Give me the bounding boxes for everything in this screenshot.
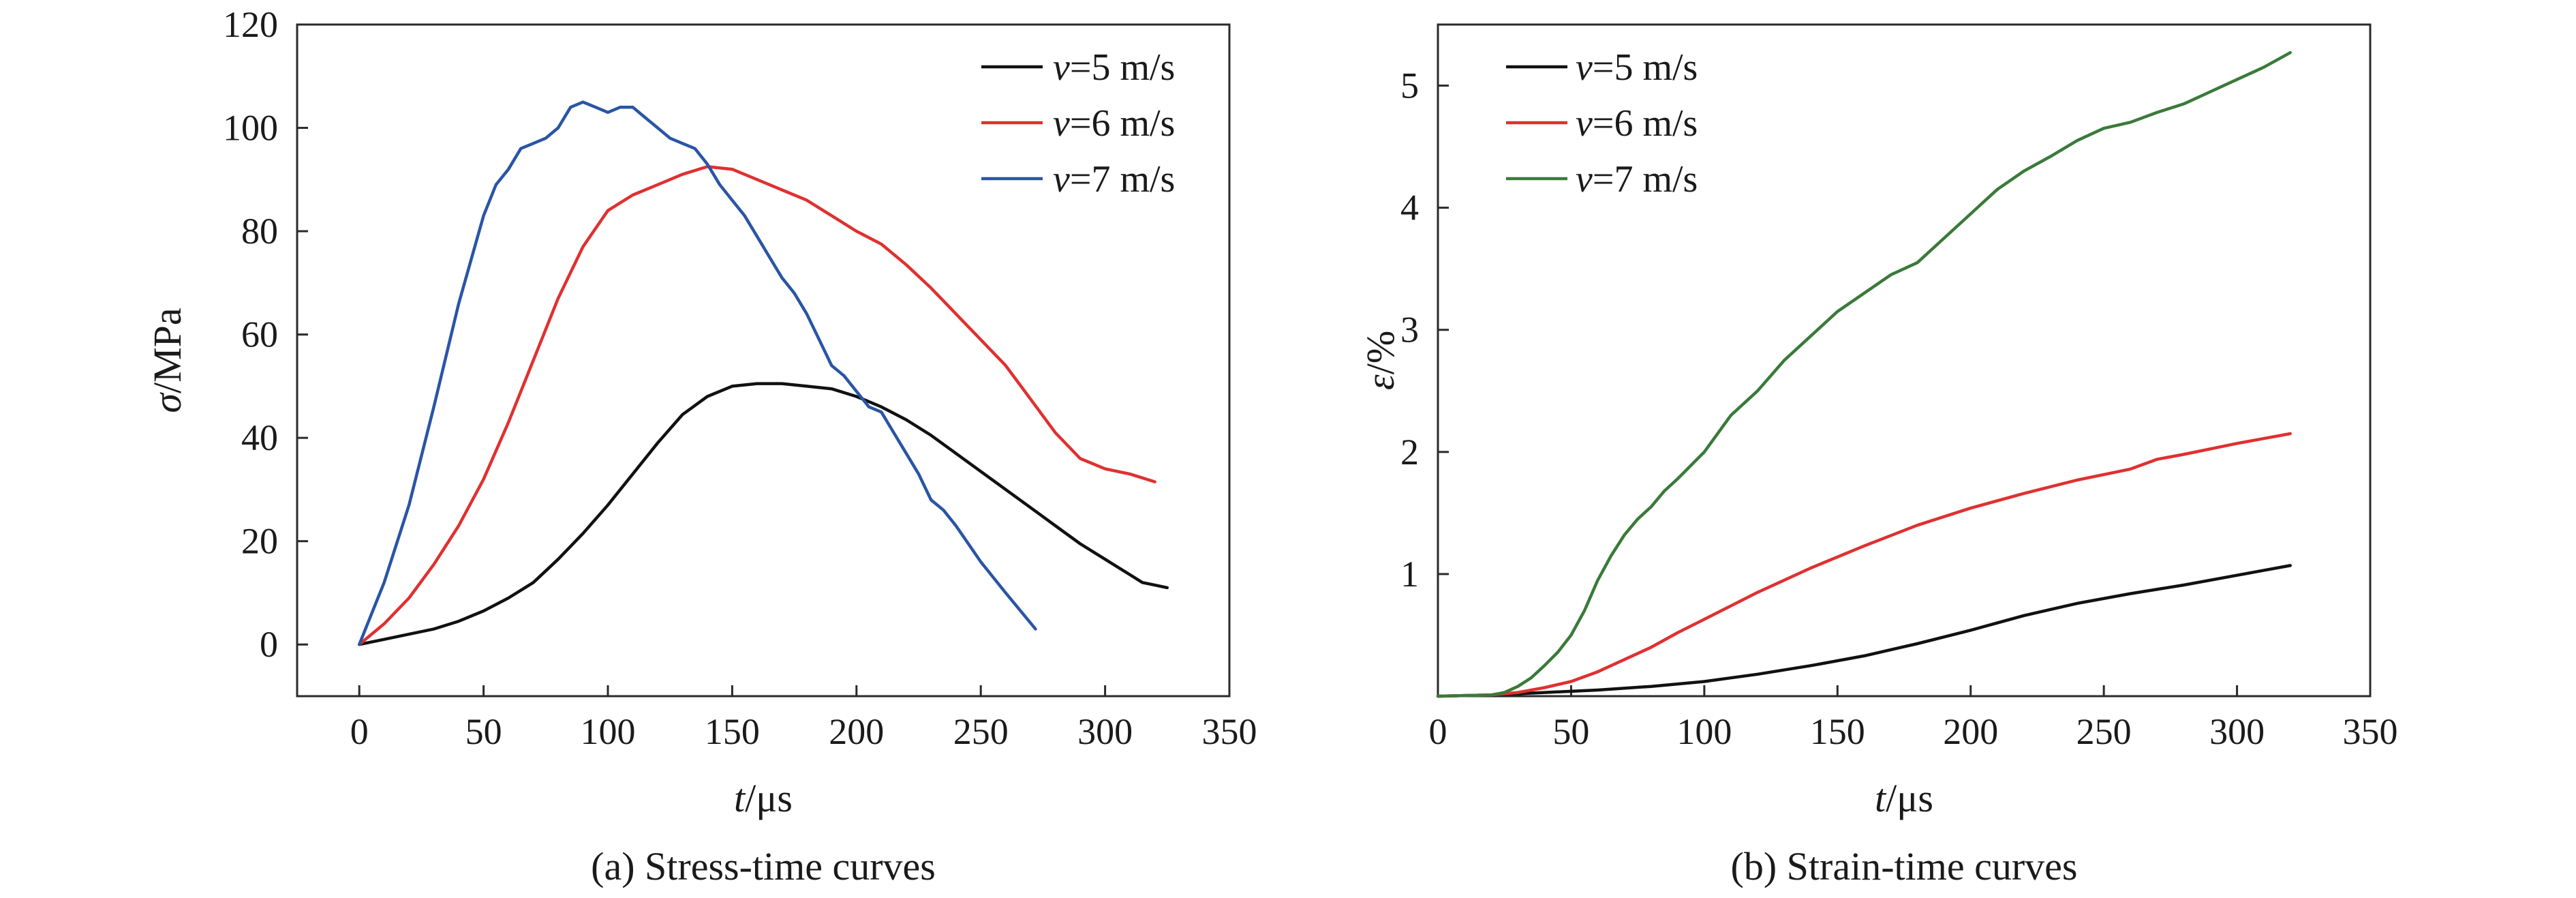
x-tick-label: 150: [1810, 711, 1865, 752]
plot-frame: [296, 23, 1231, 698]
y-tick-label: 2: [1400, 432, 1419, 473]
x-tick-label: 250: [953, 711, 1009, 752]
y-tick-label: 4: [1400, 188, 1419, 228]
legend-label: v=6 m/s: [1053, 102, 1175, 145]
chart-strain: 0 50 100 150 200 250 300 350 1 2 3 4 5 v=5 m/s v=6 m/s…: [1358, 23, 2398, 888]
subfigure-caption: (a) Stress-time curves: [591, 844, 936, 888]
series-line-v7: [1436, 50, 2292, 698]
y-tick-label: 0: [260, 624, 278, 665]
series-line-v6: [1436, 432, 2292, 698]
series-line-v7: [357, 100, 1037, 646]
x-tick-label: 200: [829, 711, 884, 752]
y-tick-label: 80: [241, 211, 278, 252]
x-tick-label: 100: [581, 711, 636, 752]
legend-label: v=5 m/s: [1053, 46, 1175, 89]
x-tick-label: 300: [2209, 711, 2265, 752]
y-tick-label: 20: [241, 521, 278, 562]
legend-label: v=5 m/s: [1576, 46, 1698, 89]
y-tick-label: 5: [1400, 65, 1419, 106]
subfigure-caption: (b) Strain-time curves: [1731, 844, 2078, 888]
series-line-v6: [357, 165, 1156, 646]
y-tick-label: 40: [241, 417, 278, 458]
x-tick-label: 100: [1676, 711, 1732, 752]
y-axis-label: σ/MPa: [145, 308, 189, 413]
x-tick-label: 250: [2076, 711, 2132, 752]
x-tick-label: 50: [465, 711, 502, 752]
x-tick-label: 150: [705, 711, 760, 752]
x-tick-label: 350: [2343, 711, 2398, 752]
y-tick-label: 3: [1400, 310, 1419, 350]
x-tick-label: 200: [1943, 711, 1998, 752]
series-line-v5: [1436, 564, 2292, 698]
y-tick-label: 100: [223, 108, 278, 149]
plot-frame: [1437, 23, 2372, 698]
legend-label: v=7 m/s: [1053, 158, 1175, 200]
x-tick-label: 0: [350, 711, 369, 752]
x-tick-label: 300: [1077, 711, 1133, 752]
x-tick-label: 50: [1552, 711, 1589, 752]
y-axis-label: ε/%: [1358, 331, 1402, 390]
chart-stress: 0 50 100 150 200 250 300 350 0 20 40 60 80 100 120 v=5 …: [145, 4, 1257, 888]
x-tick-label: 350: [1202, 711, 1257, 752]
y-tick-label: 120: [223, 4, 278, 45]
y-tick-label: 60: [241, 314, 278, 355]
x-tick-label: 0: [1429, 711, 1447, 752]
legend-label: v=7 m/s: [1576, 158, 1698, 200]
series-line-v5: [357, 382, 1169, 646]
x-axis-label: t/μs: [734, 776, 793, 820]
legend-label: v=6 m/s: [1576, 102, 1698, 145]
x-axis-label: t/μs: [1875, 776, 1933, 820]
y-tick-label: 1: [1400, 554, 1419, 595]
